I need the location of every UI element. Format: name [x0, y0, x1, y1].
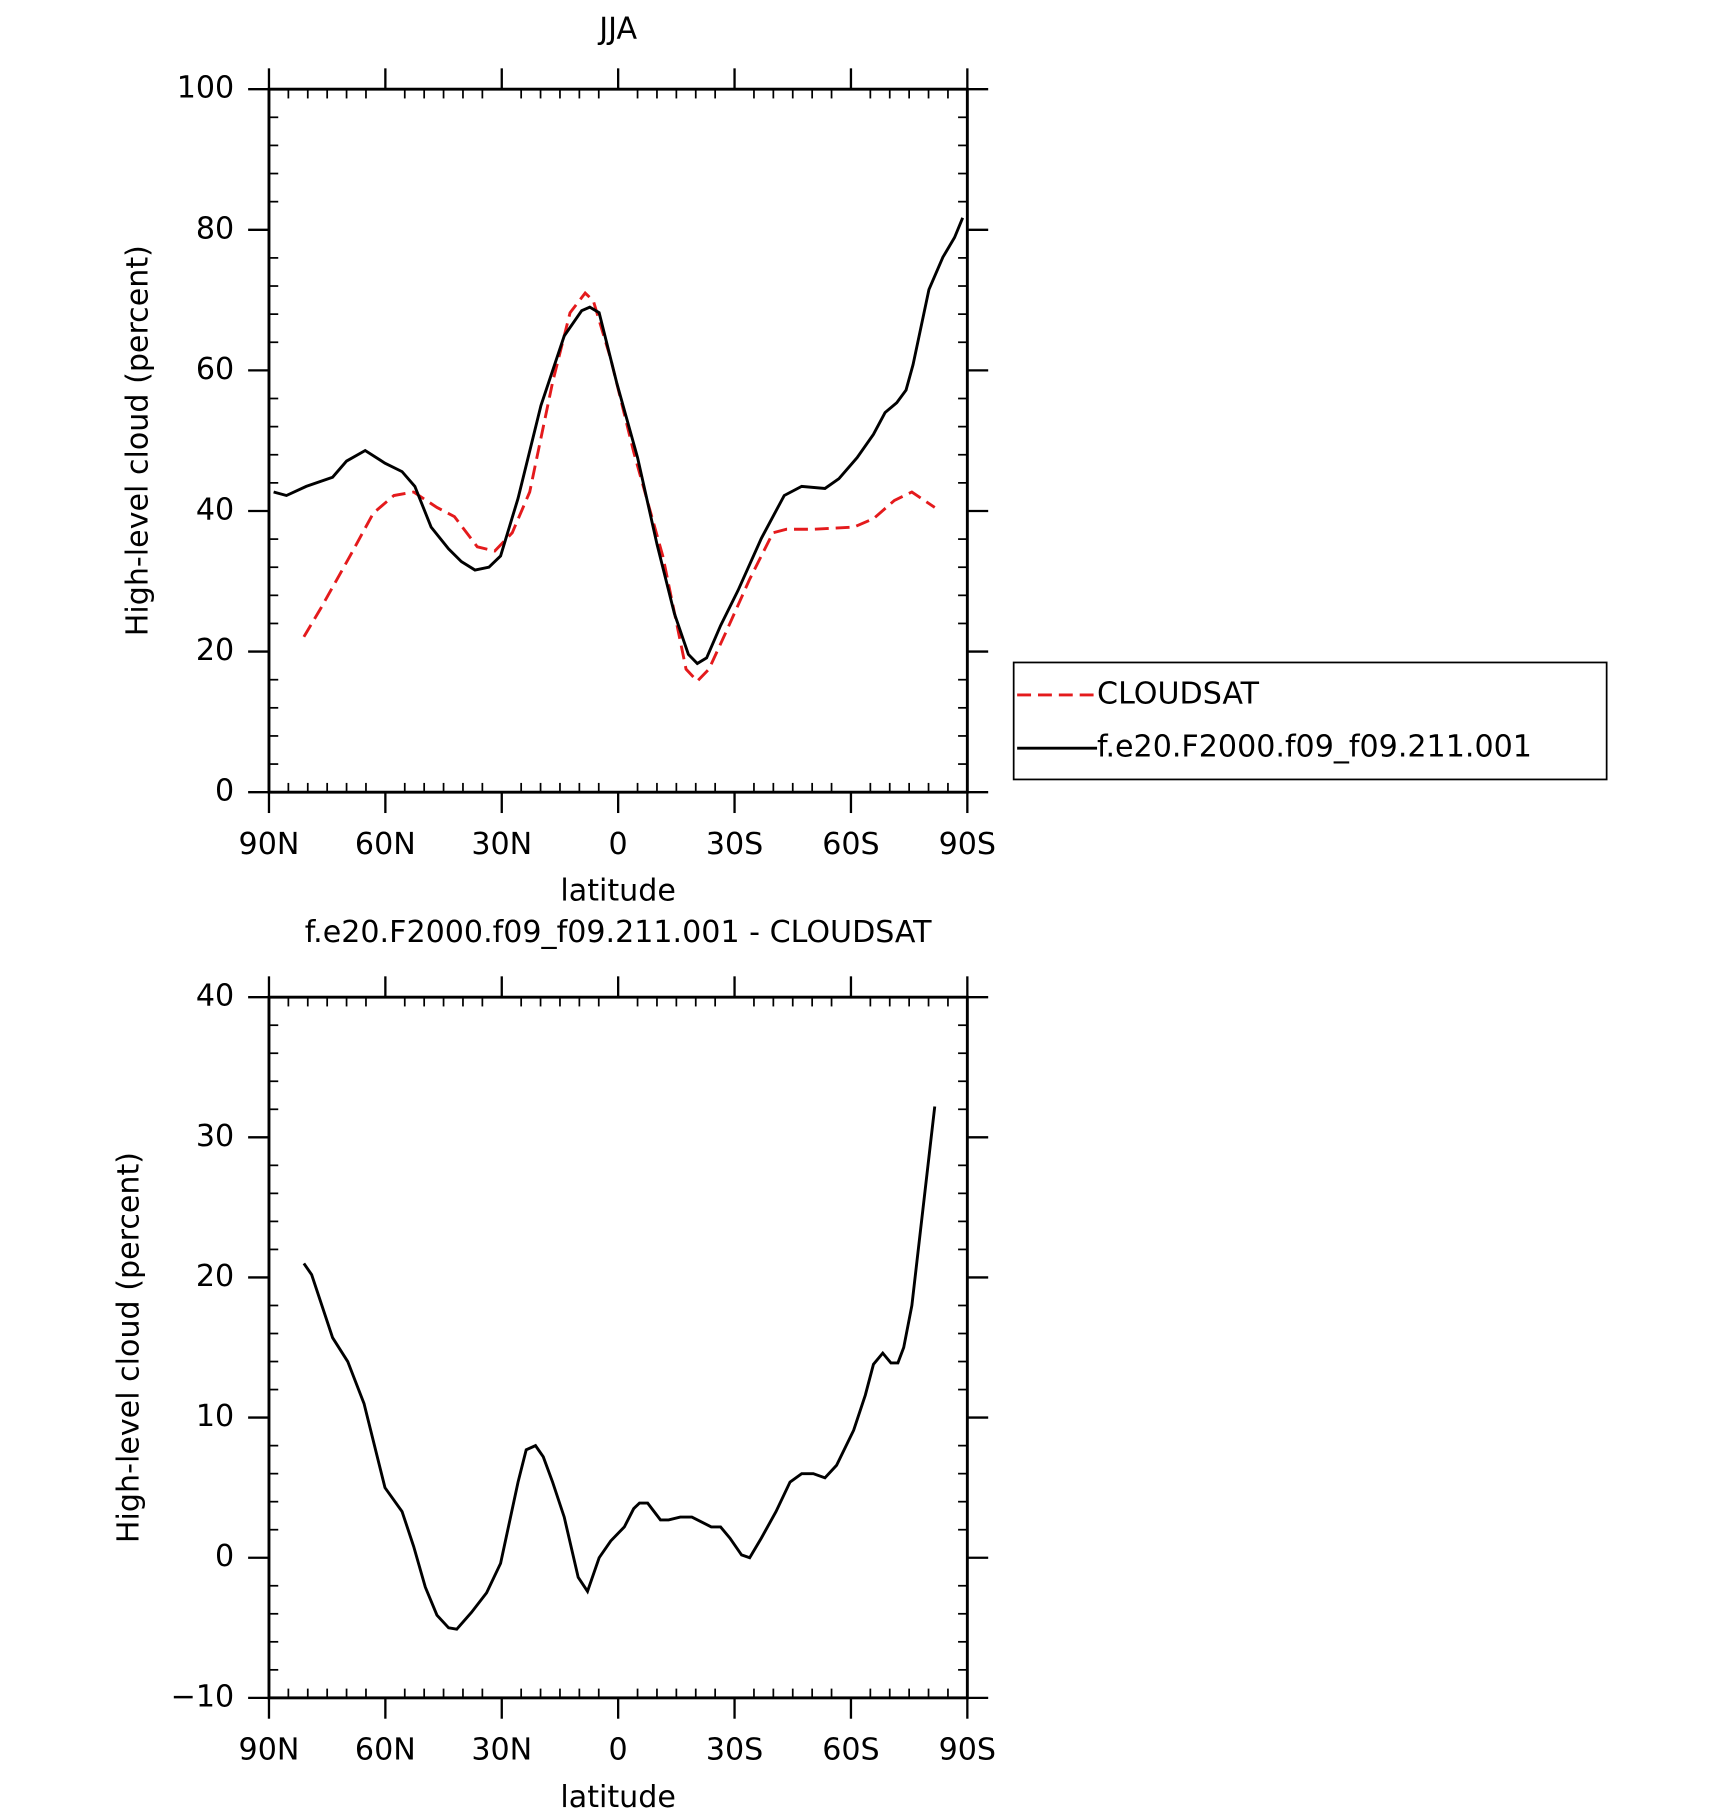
y-tick-label: 100 [177, 71, 234, 106]
x-axis-label: latitude [560, 1780, 676, 1815]
data-line [273, 217, 965, 666]
x-tick-label: 30S [706, 827, 763, 862]
x-tick-label: 60S [822, 827, 879, 862]
x-tick-label: 90N [239, 1733, 300, 1768]
data-line [302, 290, 936, 684]
x-tick-label: 0 [609, 827, 628, 862]
x-tick-label: 30N [471, 1733, 532, 1768]
data-line [302, 1106, 937, 1631]
x-tick-label: 90S [939, 1733, 996, 1768]
plot-frame [267, 995, 969, 1700]
y-axis-label: High-level cloud (percent) [121, 245, 156, 636]
y-tick-label: 80 [196, 211, 234, 246]
x-tick-label: 60S [822, 1733, 879, 1768]
y-tick-label: 20 [196, 633, 234, 668]
x-tick-label: 0 [609, 1733, 628, 1768]
y-tick-label: 40 [196, 492, 234, 527]
y-tick-label: 60 [196, 352, 234, 387]
y-tick-label: 30 [196, 1119, 234, 1154]
y-tick-label: 10 [196, 1399, 234, 1434]
y-axis-label: High-level cloud (percent) [111, 1152, 146, 1543]
x-tick-label: 60N [355, 827, 416, 862]
y-tick-label: 0 [215, 1539, 234, 1574]
x-tick-label: 90S [939, 827, 996, 862]
y-tick-label: −10 [171, 1679, 235, 1714]
plot-frame [267, 87, 969, 794]
y-tick-label: 0 [215, 774, 234, 809]
x-axis-label: latitude [560, 873, 676, 908]
y-tick-label: 20 [196, 1259, 234, 1294]
x-tick-label: 90N [239, 827, 300, 862]
chart-title: JJA [597, 12, 637, 47]
chart-title: f.e20.F2000.f09_f09.211.001 - CLOUDSAT [305, 915, 932, 950]
legend-label: f.e20.F2000.f09_f09.211.001 [1097, 730, 1532, 765]
legend-box [1012, 661, 1608, 781]
x-tick-label: 30N [471, 827, 532, 862]
y-tick-label: 40 [196, 979, 234, 1014]
legend-label: CLOUDSAT [1097, 676, 1260, 711]
x-tick-label: 60N [355, 1733, 416, 1768]
x-tick-label: 30S [706, 1733, 763, 1768]
